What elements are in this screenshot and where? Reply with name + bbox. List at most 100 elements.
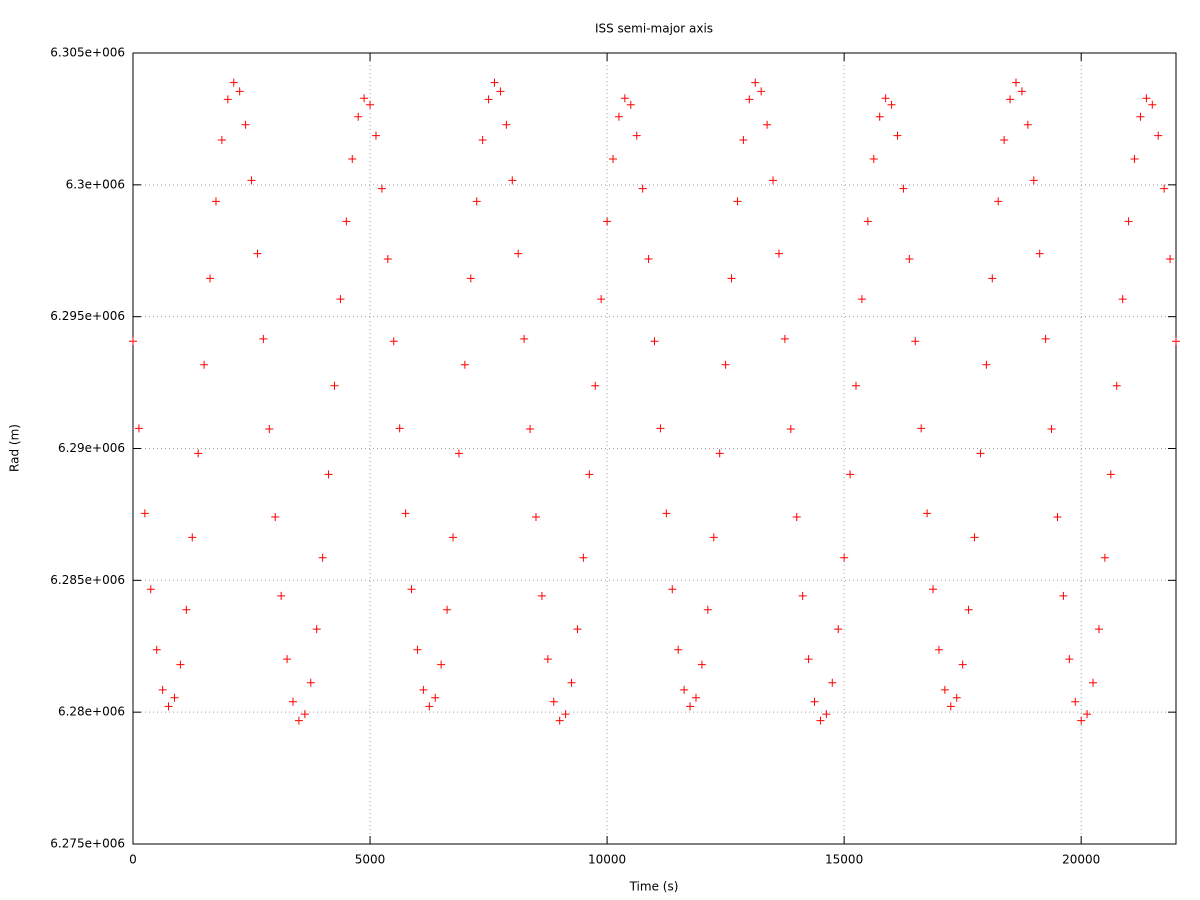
point-marker (697, 660, 706, 669)
point-marker (751, 78, 760, 87)
point-marker (964, 605, 973, 614)
point-marker (917, 424, 926, 433)
point-marker (265, 424, 274, 433)
point-marker (508, 176, 517, 185)
y-tick-label: 6.285e+006 (50, 573, 125, 587)
y-tick-label: 6.295e+006 (50, 309, 125, 323)
point-marker (1154, 131, 1163, 140)
point-marker (816, 716, 825, 725)
point-marker (691, 693, 700, 702)
point-marker (721, 360, 730, 369)
plot-border (132, 52, 1177, 845)
point-marker (703, 605, 712, 614)
point-marker (851, 381, 860, 390)
point-marker (614, 112, 623, 121)
point-marker (253, 249, 262, 258)
point-marker (1100, 553, 1109, 562)
point-marker (680, 685, 689, 694)
point-marker (911, 337, 920, 346)
point-marker (348, 154, 357, 163)
point-marker (223, 95, 232, 104)
point-marker (158, 685, 167, 694)
point-marker (715, 449, 724, 458)
point-marker (1148, 100, 1157, 109)
point-marker (567, 678, 576, 687)
point-marker (1172, 337, 1180, 346)
point-marker (1106, 470, 1115, 479)
point-marker (152, 645, 161, 654)
point-marker (377, 184, 386, 193)
point-marker (739, 136, 748, 145)
point-marker (727, 274, 736, 283)
point-marker (940, 685, 949, 694)
point-marker (277, 591, 286, 600)
point-marker (401, 509, 410, 518)
point-marker (289, 697, 298, 706)
point-marker (668, 585, 677, 594)
point-marker (774, 249, 783, 258)
point-marker (531, 512, 540, 521)
point-marker (478, 136, 487, 145)
point-marker (603, 217, 612, 226)
point-marker (389, 337, 398, 346)
point-marker (769, 176, 778, 185)
point-marker (970, 533, 979, 542)
point-marker (923, 509, 932, 518)
point-marker (383, 255, 392, 264)
point-marker (561, 710, 570, 719)
point-marker (395, 424, 404, 433)
point-marker (496, 87, 505, 96)
point-marker (271, 512, 280, 521)
point-marker (294, 716, 303, 725)
point-marker (443, 605, 452, 614)
point-marker (449, 533, 458, 542)
point-marker (206, 274, 215, 283)
point-marker (176, 660, 185, 669)
x-axis-label: Time (s) (629, 880, 679, 894)
point-marker (324, 470, 333, 479)
point-marker (472, 197, 481, 206)
point-marker (1065, 655, 1074, 664)
point-marker (312, 625, 321, 634)
point-marker (211, 197, 220, 206)
point-marker (822, 710, 831, 719)
point-marker (1071, 697, 1080, 706)
point-marker (1118, 295, 1127, 304)
point-marker (490, 78, 499, 87)
point-marker (952, 693, 961, 702)
point-marker (929, 585, 938, 594)
point-marker (1130, 154, 1139, 163)
x-tick-label: 5000 (355, 853, 386, 867)
point-marker (846, 470, 855, 479)
point-marker (656, 424, 665, 433)
point-marker (798, 591, 807, 600)
point-marker (360, 94, 369, 103)
point-marker (988, 274, 997, 283)
point-marker (597, 295, 606, 304)
point-marker (946, 702, 955, 711)
point-marker (686, 702, 695, 711)
point-marker (1053, 512, 1062, 521)
point-marker (1047, 424, 1056, 433)
point-marker (1006, 95, 1015, 104)
x-tick-label: 10000 (588, 853, 626, 867)
y-tick-label: 6.28e+006 (58, 705, 125, 719)
point-marker (1041, 334, 1050, 343)
point-marker (982, 360, 991, 369)
point-marker (1136, 112, 1145, 121)
y-tick-label: 6.29e+006 (58, 441, 125, 455)
x-tick-label: 0 (129, 853, 137, 867)
point-marker (549, 697, 558, 706)
point-marker (300, 710, 309, 719)
point-marker (644, 255, 653, 264)
point-marker (543, 655, 552, 664)
point-marker (662, 509, 671, 518)
point-marker (792, 512, 801, 521)
point-marker (1035, 249, 1044, 258)
point-marker (407, 585, 416, 594)
y-tick-label: 6.305e+006 (50, 46, 125, 60)
chart-title: ISS semi-major axis (595, 22, 713, 36)
point-marker (1124, 217, 1133, 226)
